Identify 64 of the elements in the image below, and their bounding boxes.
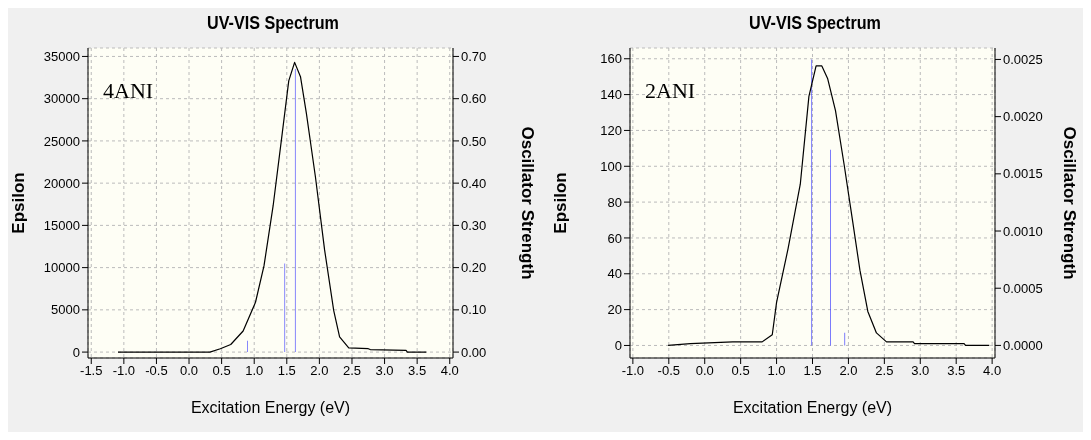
x-tick-label: -0.5 — [657, 363, 680, 379]
annotation: 4ANI — [103, 78, 154, 104]
y-tick-label: 60 — [607, 230, 622, 246]
y2-tick-label: 0.0010 — [1003, 223, 1043, 239]
y-tick-label: 100 — [600, 158, 622, 174]
y2-tick-label: 0.00 — [461, 344, 487, 360]
y2-tick-label: 0.0025 — [1003, 52, 1043, 68]
x-tick-label: 1.0 — [245, 363, 264, 379]
y2-tick-label: 0.50 — [461, 133, 487, 149]
chart-title: UV-VIS Spectrum — [206, 11, 340, 35]
x-tick-label: 3.0 — [375, 363, 394, 379]
x-tick-label: 3.5 — [408, 363, 427, 379]
y-axis-title: Epsilon — [551, 172, 571, 234]
annotation: 2ANI — [645, 78, 696, 104]
x-tick-label: 1.5 — [803, 363, 822, 379]
x-tick-label: 0.0 — [179, 363, 199, 379]
y-tick-label: 30000 — [43, 91, 80, 107]
x-tick-label: 2.0 — [839, 363, 858, 379]
y-tick-label: 40 — [607, 266, 622, 282]
x-tick-label: 1.0 — [767, 363, 786, 379]
y-axis-title: Epsilon — [9, 172, 29, 234]
y2-tick-label: 0.70 — [461, 49, 487, 65]
x-tick-label: 0.0 — [695, 363, 714, 379]
x-axis-title: Excitation Energy (eV) — [732, 399, 893, 416]
x-axis-title: Excitation Energy (eV) — [190, 399, 351, 416]
x-tick-label: -1.5 — [80, 363, 103, 379]
x-tick-label: 3.0 — [911, 363, 930, 379]
x-tick-label: 2.5 — [342, 363, 362, 379]
x-tick-label: 1.5 — [277, 363, 296, 379]
y-tick-label: 0 — [72, 344, 80, 360]
y-tick-label: 20 — [607, 302, 622, 318]
x-tick-label: -1.0 — [621, 363, 645, 379]
x-tick-label: 4.0 — [983, 363, 1002, 379]
y2-tick-label: 0.60 — [461, 91, 487, 107]
y2-axis-title: Oscillator Strength — [517, 126, 537, 280]
y-tick-label: 15000 — [43, 218, 80, 233]
x-tick-label: 2.0 — [310, 363, 329, 379]
y-tick-label: 120 — [600, 123, 622, 139]
y2-tick-label: 0.0005 — [1003, 280, 1043, 296]
x-tick-label: 0.5 — [731, 363, 750, 379]
y-tick-label: 25000 — [43, 133, 80, 149]
x-tick-label: -1.0 — [112, 363, 136, 379]
y-tick-label: 0 — [614, 338, 622, 354]
y-tick-label: 80 — [607, 194, 622, 210]
x-tick-label: 4.0 — [440, 363, 459, 379]
y2-tick-label: 0.0000 — [1003, 338, 1043, 354]
x-tick-label: 3.5 — [947, 363, 966, 379]
y-tick-label: 5000 — [51, 302, 80, 318]
y-tick-label: 35000 — [43, 49, 80, 65]
y2-tick-label: 0.20 — [461, 260, 487, 276]
y-tick-label: 160 — [600, 51, 622, 67]
y2-tick-label: 0.30 — [461, 218, 487, 233]
x-tick-label: 0.5 — [212, 363, 231, 379]
chart-title: UV-VIS Spectrum — [748, 11, 882, 35]
y-tick-label: 10000 — [43, 260, 80, 276]
y2-tick-label: 0.40 — [461, 175, 487, 191]
y2-axis-title: Oscillator Strength — [1059, 126, 1079, 280]
x-tick-label: -0.5 — [145, 363, 168, 379]
y2-tick-label: 0.0020 — [1003, 109, 1043, 125]
x-tick-label: 2.5 — [875, 363, 894, 379]
y-tick-label: 140 — [600, 87, 622, 103]
y2-tick-label: 0.10 — [461, 302, 487, 318]
y-tick-label: 20000 — [43, 175, 80, 191]
y2-tick-label: 0.0015 — [1003, 166, 1043, 182]
